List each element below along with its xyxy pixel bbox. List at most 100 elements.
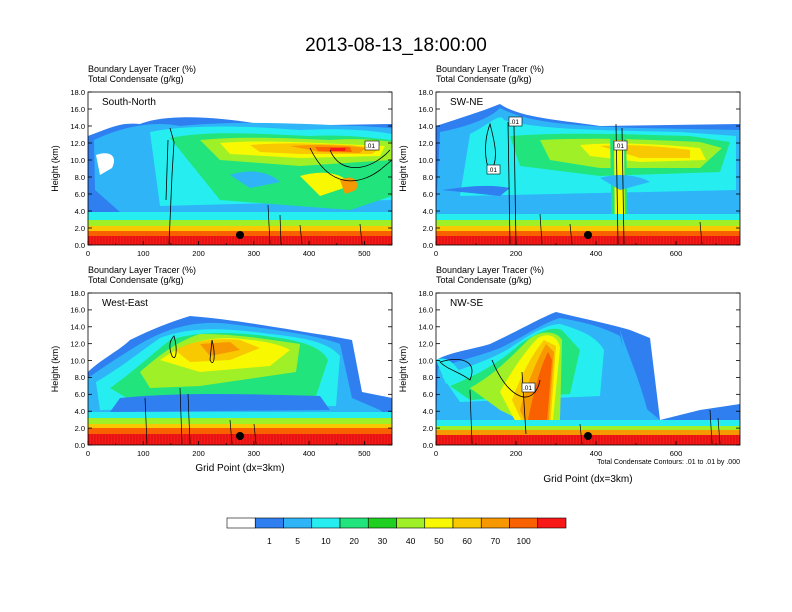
x-tick-label: 400 xyxy=(303,249,316,258)
colorbar-swatch xyxy=(367,517,397,529)
heatmap-field xyxy=(436,92,740,245)
y-tick-label: 4.0 xyxy=(75,407,85,416)
y-tick-label: 12.0 xyxy=(418,339,433,348)
plot-frame xyxy=(435,91,741,246)
y-tick-label: 0.0 xyxy=(423,241,433,250)
y-tick-label: 2.0 xyxy=(75,424,85,433)
y-tick-label: 14.0 xyxy=(70,122,85,131)
contour-label: .01 xyxy=(366,143,375,150)
x-axis-label: Grid Point (dx=3km) xyxy=(543,474,632,485)
panel-subtitle-condensate: Total Condensate (g/kg) xyxy=(436,74,532,84)
y-tick-label: 8.0 xyxy=(423,173,433,182)
y-tick-label: 16.0 xyxy=(418,105,433,114)
y-tick-label: 2.0 xyxy=(423,424,433,433)
colorbar-label: 1 xyxy=(267,536,272,546)
colorbar-label: 50 xyxy=(434,536,444,546)
x-tick-label: 100 xyxy=(137,449,150,458)
y-tick-label: 18.0 xyxy=(70,88,85,97)
panel-nw-se: Boundary Layer Tracer (%) Total Condensa… xyxy=(398,265,741,485)
plot-frame xyxy=(87,91,393,246)
x-tick-label: 600 xyxy=(670,249,683,258)
y-tick-label: 4.0 xyxy=(423,407,433,416)
colorbar-swatch xyxy=(480,517,510,529)
contour-label-box: .01 .01 .01 xyxy=(486,116,628,175)
axis-ticks: 0 200 400 600 0.0 2.0 4.0 6.0 8.0 10.0 12.0 14.0 16.… xyxy=(418,88,740,258)
x-tick-label: 300 xyxy=(248,449,261,458)
colorbar-swatch xyxy=(339,517,369,529)
x-tick-label: 0 xyxy=(86,249,90,258)
x-tick-label: 200 xyxy=(192,449,205,458)
y-tick-label: 10.0 xyxy=(418,356,433,365)
colorbar-swatch xyxy=(396,517,426,529)
panel-west-east: Boundary Layer Tracer (%) Total Condensa… xyxy=(50,265,393,474)
y-tick-label: 10.0 xyxy=(70,356,85,365)
heatmap-field xyxy=(88,92,392,245)
contour-label-box: .01 xyxy=(364,140,380,151)
y-tick-label: 2.0 xyxy=(423,224,433,233)
y-tick-label: 0.0 xyxy=(75,441,85,450)
y-tick-label: 8.0 xyxy=(75,373,85,382)
colorbar-label: 40 xyxy=(406,536,416,546)
colorbar-swatch xyxy=(452,517,482,529)
x-tick-label: 100 xyxy=(137,249,150,258)
contour-label-box: .01 xyxy=(521,382,536,393)
contour-note: Total Condensate Contours: .01 to .01 by… xyxy=(597,459,740,466)
x-tick-label: 300 xyxy=(248,249,261,258)
panel-label: South-North xyxy=(102,97,156,108)
panel-subtitle-tracer: Boundary Layer Tracer (%) xyxy=(88,64,196,74)
x-tick-label: 400 xyxy=(303,449,316,458)
panel-label: NW-SE xyxy=(450,298,483,309)
panel-label: West-East xyxy=(102,298,148,309)
figure-title: 2013-08-13_18:00:00 xyxy=(305,35,487,56)
colorbar-label: 100 xyxy=(517,536,531,546)
y-axis-label: Height (km) xyxy=(398,346,408,393)
y-tick-label: 2.0 xyxy=(75,224,85,233)
y-tick-label: 18.0 xyxy=(70,289,85,298)
panel-sw-ne: Boundary Layer Tracer (%) Total Condensa… xyxy=(398,64,741,258)
colorbar-label: 60 xyxy=(462,536,472,546)
panel-subtitle-tracer: Boundary Layer Tracer (%) xyxy=(436,265,544,275)
colorbar-swatch xyxy=(509,517,539,529)
colorbar-swatch xyxy=(226,517,256,529)
y-tick-label: 8.0 xyxy=(423,373,433,382)
y-axis-label: Height (km) xyxy=(50,346,60,393)
colorbar-label: 30 xyxy=(378,536,388,546)
y-tick-label: 0.0 xyxy=(75,241,85,250)
plot-frame xyxy=(435,292,741,446)
contour-label: .01 xyxy=(488,167,497,174)
axis-ticks: 0 100 200 300 400 500 0.0 2.0 4.0 6.0 8.0 10.0 12.0 1… xyxy=(70,88,393,258)
colorbar-label: 10 xyxy=(321,536,331,546)
y-tick-label: 6.0 xyxy=(75,190,85,199)
x-tick-label: 0 xyxy=(434,249,438,258)
y-tick-label: 14.0 xyxy=(418,323,433,332)
y-tick-label: 6.0 xyxy=(423,390,433,399)
x-tick-label: 0 xyxy=(86,449,90,458)
y-tick-label: 18.0 xyxy=(418,289,433,298)
x-tick-label: 500 xyxy=(358,449,371,458)
x-tick-label: 500 xyxy=(358,249,371,258)
y-tick-label: 4.0 xyxy=(423,207,433,216)
panel-south-north: Boundary Layer Tracer (%) Total Condensa… xyxy=(50,64,393,258)
panel-subtitle-condensate: Total Condensate (g/kg) xyxy=(436,275,532,285)
y-tick-label: 12.0 xyxy=(418,139,433,148)
y-axis-label: Height (km) xyxy=(50,145,60,192)
y-tick-label: 18.0 xyxy=(418,88,433,97)
heatmap-field xyxy=(436,293,740,445)
y-tick-label: 16.0 xyxy=(70,306,85,315)
x-tick-label: 400 xyxy=(590,249,603,258)
colorbar-swatch xyxy=(283,517,313,529)
colorbar-swatch xyxy=(424,517,454,529)
panel-subtitle-condensate: Total Condensate (g/kg) xyxy=(88,275,184,285)
x-tick-label: 200 xyxy=(510,449,523,458)
y-tick-label: 10.0 xyxy=(70,156,85,165)
y-tick-label: 6.0 xyxy=(75,390,85,399)
y-axis-label: Height (km) xyxy=(398,145,408,192)
x-tick-label: 0 xyxy=(434,449,438,458)
panel-subtitle-tracer: Boundary Layer Tracer (%) xyxy=(88,265,196,275)
colorbar-label: 20 xyxy=(349,536,359,546)
colorbar-swatch xyxy=(311,517,341,529)
y-tick-label: 4.0 xyxy=(75,207,85,216)
contour-label: .01 xyxy=(510,119,519,126)
heatmap-field xyxy=(88,293,392,445)
